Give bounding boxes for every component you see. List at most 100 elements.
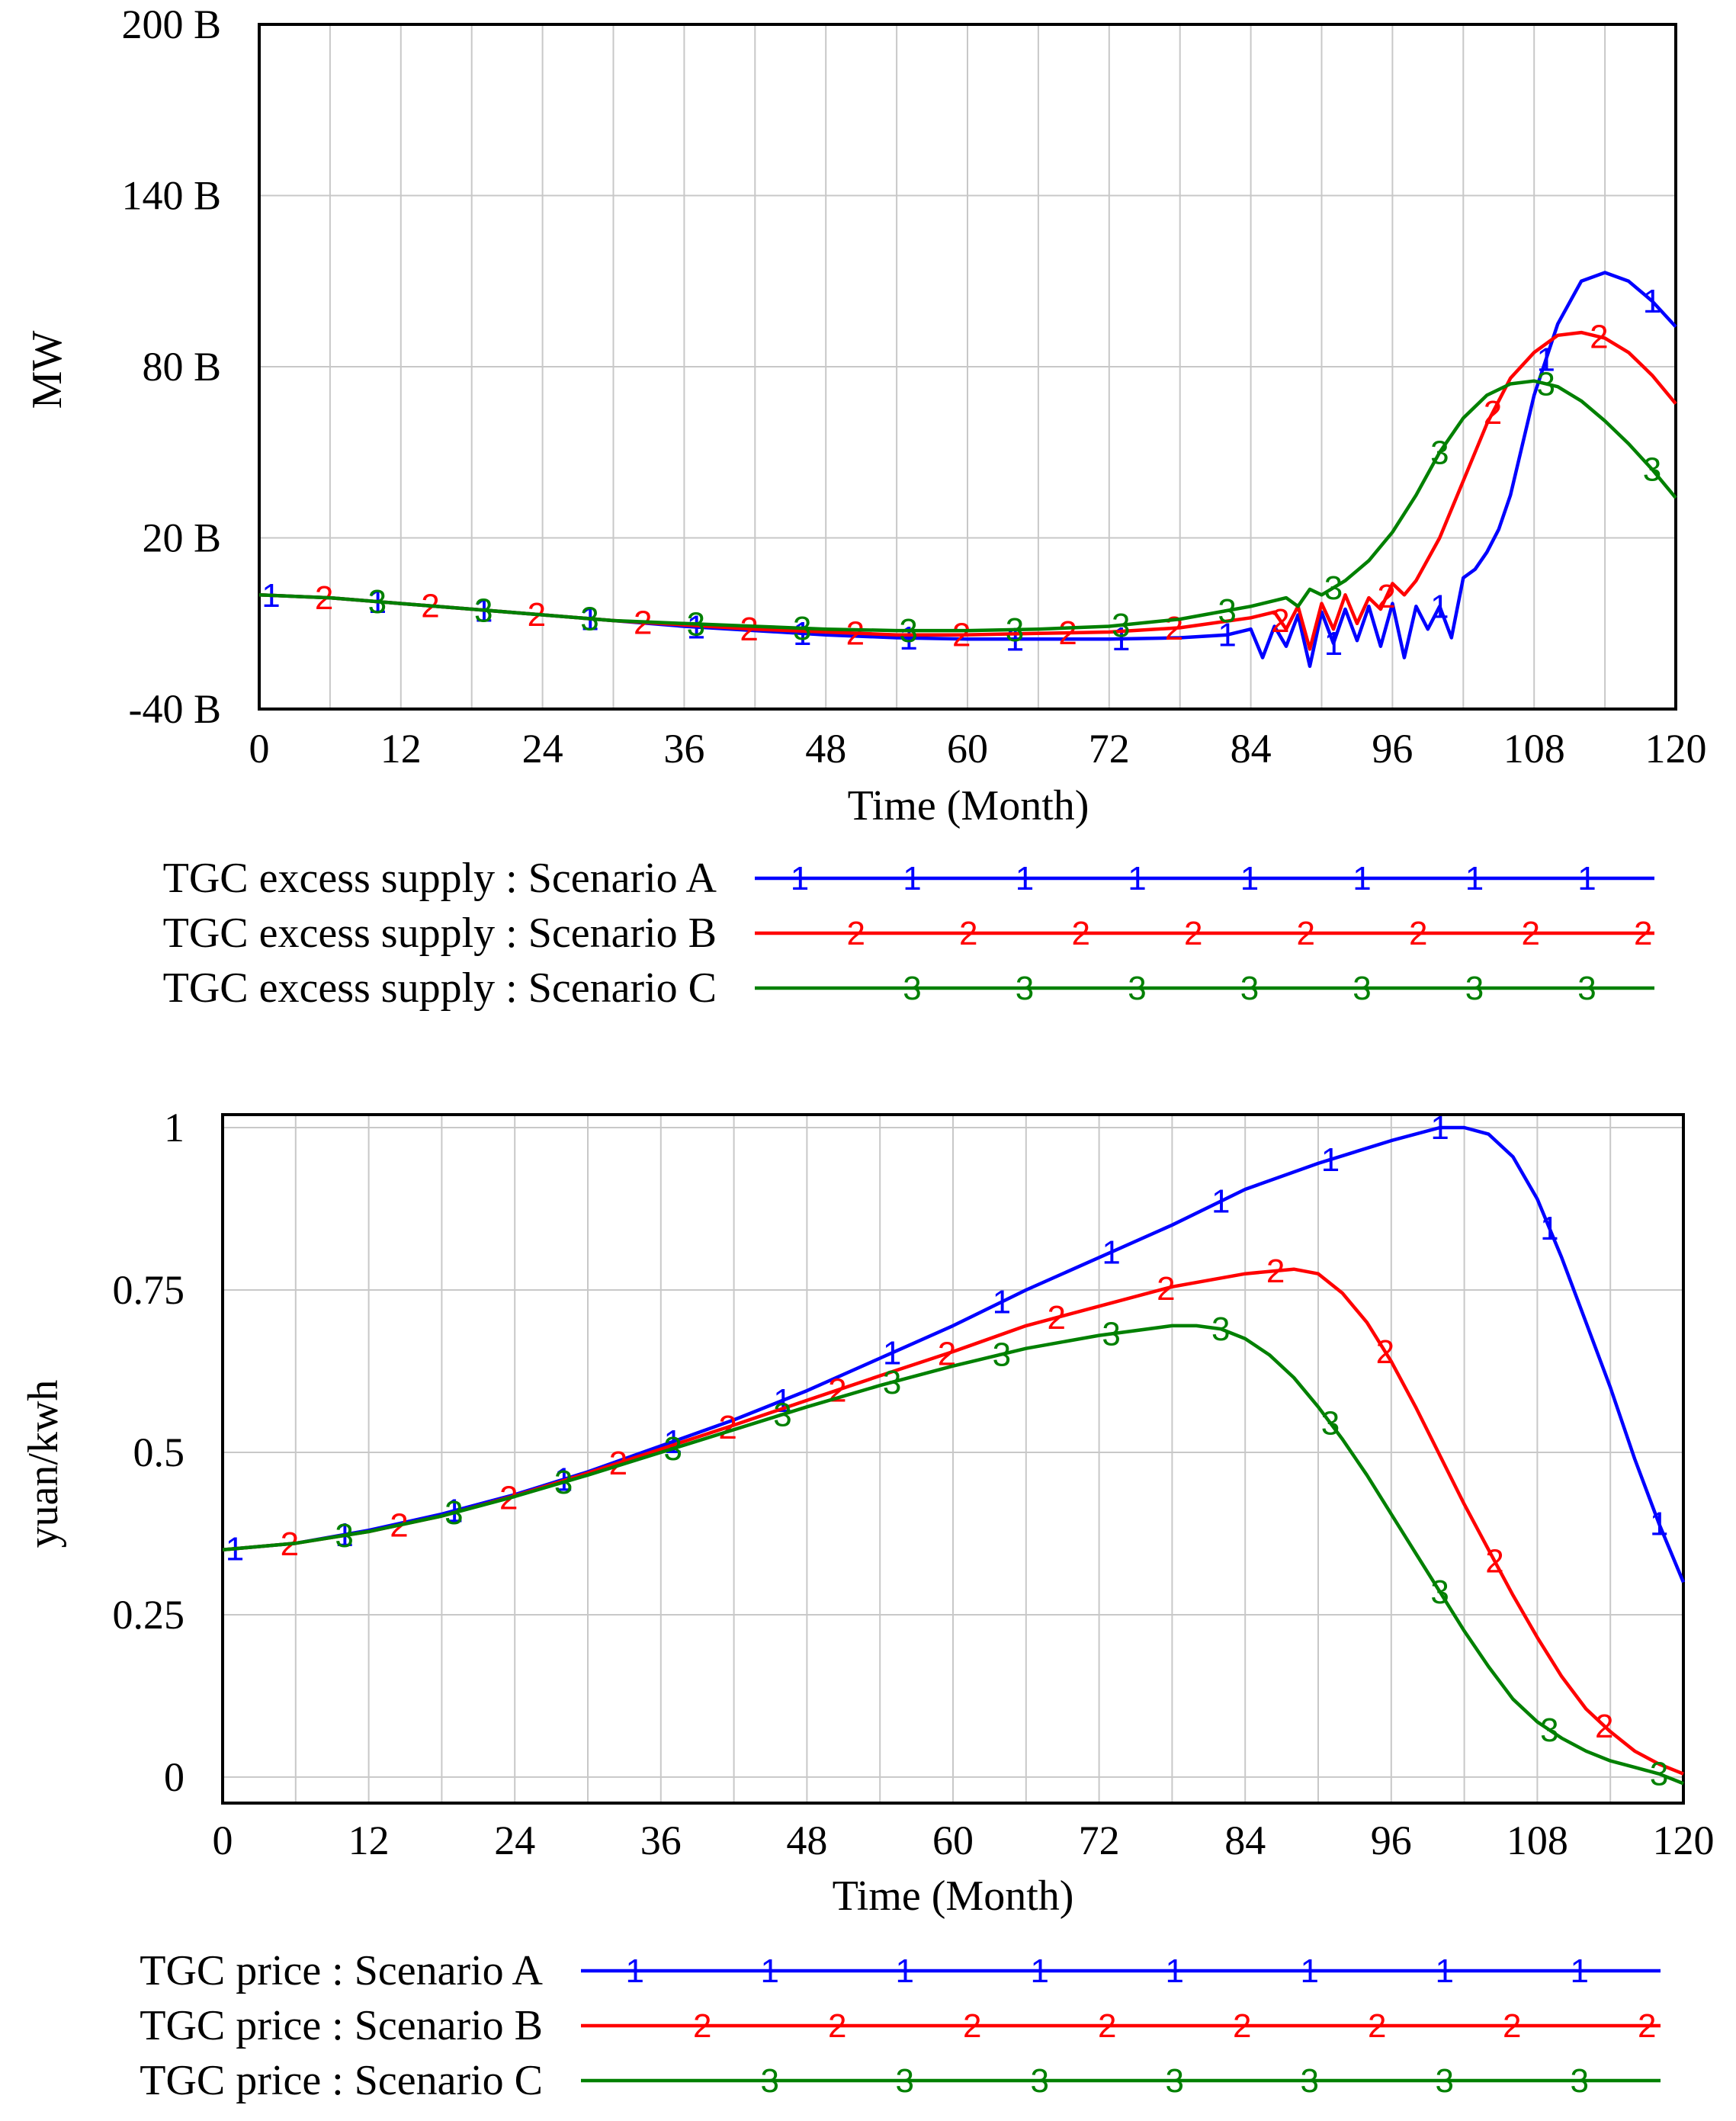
x-tick-label: 48 (786, 1818, 827, 1863)
series-marker: 3 (1211, 1311, 1230, 1348)
legend-marker: 1 (1571, 1953, 1589, 1990)
legend-marker: 2 (1503, 2007, 1521, 2045)
x-axis-label: Time (Month) (848, 782, 1089, 829)
legend-marker: 2 (1072, 915, 1090, 952)
legend: TGC price : Scenario A 1 1 1 1 1 1 1 1 TGC price … (140, 1947, 1661, 2104)
x-tick-label: 96 (1371, 1818, 1412, 1863)
x-tick-label: 12 (348, 1818, 390, 1863)
legend-label: TGC price : Scenario C (140, 2057, 543, 2104)
x-tick-label: 120 (1645, 726, 1707, 772)
series-marker: 3 (664, 1430, 682, 1468)
series-marker: 1 (1540, 1210, 1558, 1247)
x-tick-label: 24 (494, 1818, 535, 1863)
legend-marker: 3 (1465, 970, 1484, 1007)
legend-marker: 3 (1240, 970, 1259, 1007)
x-tick-label: 60 (932, 1818, 974, 1863)
price-chart: yuan/kwh Time (Month) 0 12 24 36 48 60 72 84 96 1… (20, 1105, 1715, 2104)
series-marker: 3 (687, 605, 705, 643)
series-marker: 2 (718, 1409, 736, 1446)
legend-marker: 1 (761, 1953, 779, 1990)
legend-marker: 3 (1016, 970, 1034, 1007)
x-tick-label: 108 (1503, 726, 1565, 772)
series-marker: 2 (1376, 1333, 1394, 1371)
series-marker: 3 (1112, 607, 1130, 644)
series-marker: 3 (1006, 611, 1024, 649)
series-marker: 3 (773, 1396, 791, 1433)
legend-marker: 2 (1522, 915, 1540, 952)
y-tick-label: 0 (164, 1754, 185, 1800)
legend-label: TGC excess supply : Scenario A (163, 855, 717, 902)
legend-marker: 2 (963, 2007, 981, 2045)
series-marker: 1 (1324, 625, 1343, 663)
legend-marker: 2 (828, 2007, 846, 2045)
legend-marker: 2 (1638, 2007, 1656, 2045)
series-marker: 3 (793, 610, 811, 647)
x-tick-label: 0 (249, 726, 270, 772)
series-marker: 3 (1218, 592, 1236, 630)
y-tick-label: 0.75 (113, 1267, 185, 1313)
legend-marker: 3 (1571, 2062, 1589, 2100)
legend-marker: 1 (626, 1953, 644, 1990)
legend-marker: 3 (896, 2062, 914, 2100)
legend-marker: 2 (1297, 915, 1315, 952)
x-tick-label: 84 (1231, 726, 1272, 772)
series-marker: 3 (993, 1336, 1011, 1373)
legend-marker: 2 (1098, 2007, 1116, 2045)
legend-marker: 3 (1577, 970, 1596, 1007)
legend-marker: 1 (903, 860, 921, 897)
series-marker: 1 (1650, 1506, 1668, 1543)
legend-marker: 2 (1233, 2007, 1251, 2045)
y-tick-label: -40 B (129, 686, 222, 732)
legend-marker: 1 (1016, 860, 1034, 897)
legend-label: TGC excess supply : Scenario C (163, 964, 717, 1012)
series-marker: 3 (1321, 1405, 1340, 1442)
series-marker: 2 (1157, 1270, 1175, 1308)
series-marker: 2 (828, 1372, 846, 1409)
legend-marker: 1 (1166, 1953, 1184, 1990)
series-marker: 3 (368, 583, 387, 621)
series-marker: 3 (1643, 451, 1661, 489)
series-marker: 2 (1271, 602, 1289, 640)
legend-label: TGC price : Scenario A (140, 1947, 543, 1994)
legend: TGC excess supply : Scenario A 1 1 1 1 1 1 1 1 TG… (163, 855, 1654, 1012)
series-marker: 3 (1324, 570, 1343, 607)
series-line (222, 1267, 1684, 1776)
legend-marker: 3 (1436, 2062, 1454, 2100)
legend-marker: 3 (1031, 2062, 1049, 2100)
series-marker: 2 (846, 615, 865, 653)
legend-marker: 3 (1301, 2062, 1319, 2100)
series-marker: 2 (1590, 319, 1608, 356)
legend-marker: 3 (1353, 970, 1371, 1007)
x-tick-label: 0 (213, 1818, 233, 1863)
plot-frame (221, 1113, 1685, 1805)
y-tick-label: 1 (164, 1105, 185, 1150)
legend-marker: 3 (903, 970, 921, 1007)
legend-label: TGC excess supply : Scenario B (163, 910, 717, 957)
legend-label: TGC price : Scenario B (140, 2002, 543, 2049)
series-3: 3 3 3 3 3 3 3 3 3 3 3 3 3 (222, 1311, 1684, 1793)
series-marker: 3 (899, 612, 917, 650)
legend-marker: 2 (959, 915, 977, 952)
y-tick-label: 140 B (121, 173, 221, 219)
legend-marker: 1 (1031, 1953, 1049, 1990)
series-marker: 3 (1430, 1574, 1449, 1611)
y-tick-label: 80 B (142, 344, 221, 390)
x-tick-label: 120 (1653, 1818, 1715, 1863)
series-marker: 3 (1102, 1316, 1120, 1353)
legend-marker: 1 (1240, 860, 1259, 897)
series-marker: 3 (335, 1517, 353, 1555)
legend-marker: 2 (1634, 915, 1652, 952)
series-marker: 1 (1430, 588, 1449, 625)
series-marker: 3 (1430, 434, 1449, 471)
series-marker: 2 (1165, 610, 1183, 647)
series-marker: 1 (1211, 1183, 1230, 1221)
y-tick-label: 0.25 (113, 1592, 185, 1638)
x-axis-label: Time (Month) (833, 1872, 1074, 1920)
series-line (258, 379, 1677, 633)
series-line (258, 271, 1677, 669)
series-marker: 3 (1650, 1756, 1668, 1793)
x-tick-label: 60 (947, 726, 988, 772)
series-marker: 3 (580, 601, 598, 638)
